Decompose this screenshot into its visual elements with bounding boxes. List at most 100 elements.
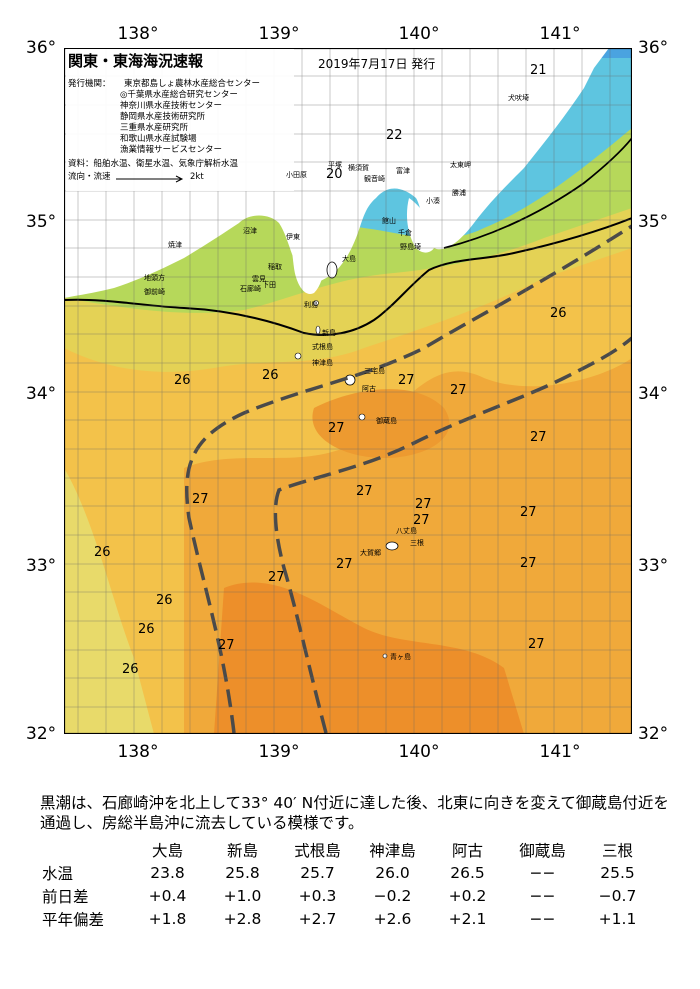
temp-label-27: 27	[398, 373, 415, 388]
temp-label-27: 27	[336, 557, 353, 572]
place-kominato: 小湊	[426, 197, 440, 205]
station-name: 三根	[601, 841, 633, 860]
temp-label-27: 27	[528, 637, 545, 652]
place-hiratsuka: 平塚	[328, 161, 342, 169]
temp-label-27: 27	[218, 638, 235, 653]
island-mikura	[358, 413, 366, 421]
station-name: 式根島	[294, 841, 341, 860]
table-cell: −−	[529, 886, 556, 905]
place-omaezaki: 御前崎	[144, 288, 165, 296]
temp-label-27: 27	[356, 484, 373, 499]
issuer-4: 静岡県水産技術研究所	[120, 112, 206, 122]
place-taitomisaki: 太東岬	[450, 161, 471, 169]
station-name: 新島	[226, 841, 258, 860]
island-oshima	[326, 261, 338, 279]
table-cell: +1.8	[148, 909, 187, 928]
place-chikura: 千倉	[398, 229, 412, 237]
place-yaizu: 焼津	[168, 241, 182, 249]
place-inubosaki: 犬吠埼	[508, 94, 529, 102]
issuer-6: 和歌山県水産試験場	[120, 134, 197, 144]
place-numazu: 沼津	[243, 227, 257, 235]
station-table: 大島 新島 式根島 神津島 阿古 御蔵島 三根 水温 23.8 25.8 25.…	[40, 838, 655, 930]
issuer-3: 神奈川県水産技術センター	[120, 101, 223, 111]
temp-label-27: 27	[520, 505, 537, 520]
table-cell: 26.5	[450, 863, 485, 882]
lat-label-left-36: 36°	[26, 38, 57, 58]
lat-label-left-34: 34°	[26, 384, 57, 404]
table-cell: +0.2	[448, 886, 487, 905]
temp-label-26: 26	[174, 373, 191, 388]
lat-label-right-32: 32°	[638, 724, 669, 744]
temp-label-26: 26	[122, 662, 139, 677]
kuroshio-summary: 黒潮は、石廊崎沖を北上して33° 40′ N付近に達した後、北東に向きを変えて御…	[40, 794, 669, 832]
island-hachijo	[385, 541, 399, 551]
island-toshima	[313, 300, 319, 306]
place-inatori: 稲取	[268, 263, 282, 271]
station-name: 神津島	[369, 841, 416, 860]
place-ako: 阿古	[362, 385, 376, 393]
sea-temperature-map	[64, 48, 632, 734]
place-yokosuka: 横須賀	[348, 164, 369, 172]
issuer-7: 漁業情報サービスセンター	[120, 145, 223, 155]
table-cell: +0.3	[298, 886, 337, 905]
table-cell: +2.7	[298, 909, 337, 928]
issue-date: 2019年7月17日 発行	[318, 57, 436, 71]
sources-note: 資料：船舶水温、衛星水温、気象庁解析水温	[68, 159, 239, 169]
temp-label-26: 26	[156, 593, 173, 608]
place-shimoda: 下田	[262, 281, 276, 289]
lon-label-bottom-141: 141°	[539, 742, 581, 762]
temp-label-27: 27	[268, 570, 285, 585]
island-kozushima	[294, 352, 302, 360]
place-mitsune: 三根	[410, 539, 424, 547]
temp-label-27: 27	[328, 421, 345, 436]
table-cell: +1.0	[223, 886, 262, 905]
map-title: 関東・東海海況速報	[68, 52, 204, 70]
temp-label-27: 27	[450, 383, 467, 398]
thermal-front-line	[64, 217, 632, 336]
row-label: 水温	[42, 864, 74, 883]
place-hachijojima: 八丈島	[396, 527, 417, 535]
lat-label-left-35: 35°	[26, 212, 57, 232]
issuer-1: 東京都島しょ農林水産総合センター	[124, 79, 261, 89]
island-niijima	[315, 325, 321, 335]
place-irozaki: 石廊崎	[240, 285, 261, 293]
kuroshio-axis-south	[273, 336, 632, 734]
table-cell: +2.6	[373, 909, 412, 928]
table-cell: −0.2	[373, 886, 412, 905]
place-futtsu: 富津	[396, 167, 410, 175]
table-cell: 25.5	[600, 863, 635, 882]
place-okago: 大賀郷	[360, 549, 381, 557]
place-kozushima: 神津島	[312, 359, 333, 367]
temp-label-26: 26	[262, 368, 279, 383]
table-cell: 25.7	[300, 863, 335, 882]
issuers-label: 発行機関：	[68, 79, 111, 89]
table-cell: −0.7	[598, 886, 637, 905]
table-cell: +2.1	[448, 909, 487, 928]
lat-label-right-33: 33°	[638, 556, 669, 576]
place-kannonzaki: 観音崎	[364, 175, 385, 183]
table-cell: +1.1	[598, 909, 637, 928]
table-cell: 25.8	[225, 863, 260, 882]
place-nojimasaki: 野島埼	[400, 243, 421, 251]
place-tateyama: 館山	[382, 217, 396, 225]
row-label: 前日差	[42, 887, 89, 906]
lon-label-bottom-140: 140°	[398, 742, 440, 762]
flow-legend-scale: 2kt	[190, 172, 204, 182]
temp-label-27: 27	[415, 497, 432, 512]
izu-peninsula	[291, 223, 324, 294]
place-niijima: 新島	[322, 329, 336, 337]
place-oshima: 大島	[342, 255, 356, 263]
lon-label-bottom-138: 138°	[117, 742, 159, 762]
temp-label-26: 26	[94, 545, 111, 560]
flow-scale-arrow-icon	[116, 175, 184, 183]
lat-label-right-36: 36°	[638, 38, 669, 58]
temp-label-27: 27	[192, 492, 209, 507]
lat-label-right-35: 35°	[638, 212, 669, 232]
lat-label-left-32: 32°	[26, 724, 57, 744]
temp-label-21: 21	[530, 63, 547, 78]
lat-label-right-34: 34°	[638, 384, 669, 404]
station-name: 阿古	[451, 841, 483, 860]
corner-cell	[40, 838, 130, 861]
table-cell: +0.4	[148, 886, 187, 905]
temp-label-22: 22	[386, 128, 403, 143]
